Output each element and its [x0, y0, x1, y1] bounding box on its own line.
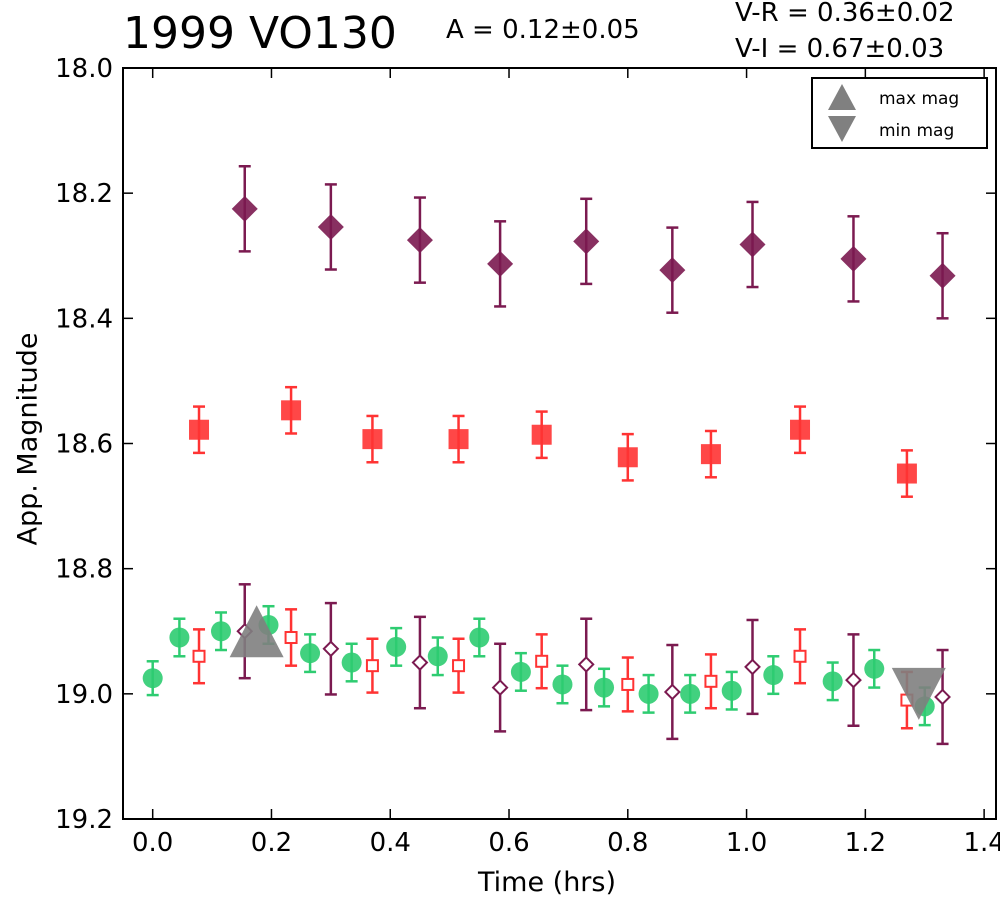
series-3 [192, 608, 914, 730]
data-point [192, 649, 206, 663]
x-axis-label: Time (hrs) [478, 867, 617, 898]
data-point [934, 688, 951, 706]
data-point [341, 652, 362, 673]
data-point [406, 227, 433, 254]
series-2 [231, 165, 956, 320]
y-tick-label: 19.2 [55, 805, 113, 835]
data-point [594, 677, 615, 698]
x-tick-label: 0.0 [132, 828, 173, 858]
data-point [577, 656, 595, 673]
min-mag-marker [891, 667, 946, 720]
data-point [386, 636, 407, 657]
data-point [793, 649, 807, 663]
v-i-color-label: V-I = 0.67±0.03 [735, 34, 945, 64]
data-point [469, 627, 490, 648]
data-point [864, 658, 885, 679]
data-point [365, 659, 379, 673]
data-point [210, 621, 231, 642]
data-point [284, 631, 298, 645]
data-point [663, 683, 681, 701]
data-point [281, 400, 302, 421]
x-tick-label: 0.4 [370, 828, 411, 858]
data-point [362, 429, 383, 450]
legend-min-marker-icon [828, 116, 856, 142]
legend-max-label: max mag [879, 89, 959, 109]
x-tick-label: 1.4 [963, 828, 1000, 858]
data-point [659, 257, 686, 284]
legend-min-label: min mag [879, 121, 954, 141]
data-point [322, 640, 340, 658]
data-point [845, 671, 862, 689]
data-point [621, 677, 635, 691]
data-point [427, 646, 448, 667]
data-point [535, 654, 549, 668]
data-point [929, 262, 956, 289]
v-r-color-label: V-R = 0.36±0.02 [735, 0, 955, 28]
x-tick-label: 0.2 [251, 828, 292, 858]
data-point [573, 228, 600, 255]
data-point [487, 250, 514, 277]
data-point [317, 213, 344, 240]
data-point [700, 444, 721, 465]
max-mag-marker [229, 605, 284, 658]
marks-layer [142, 165, 956, 746]
amplitude-label: A = 0.12±0.05 [446, 15, 640, 45]
data-point [300, 643, 321, 664]
chart-title: 1999 VO130 [123, 8, 397, 59]
data-point [721, 680, 742, 701]
x-tick-label: 1.2 [845, 828, 886, 858]
data-point [704, 674, 718, 688]
data-point [617, 447, 638, 468]
x-tick-label: 0.6 [488, 828, 529, 858]
data-point [142, 668, 163, 689]
y-tick-label: 18.2 [55, 179, 113, 209]
data-point [169, 627, 190, 648]
y-tick-label: 18.4 [55, 304, 113, 334]
data-point [552, 674, 573, 695]
y-tick-label: 18.6 [55, 430, 113, 460]
data-point [680, 683, 701, 704]
data-point [231, 195, 258, 222]
data-point [896, 463, 917, 484]
data-point [822, 671, 843, 692]
data-point [510, 661, 531, 682]
data-point [491, 679, 509, 696]
data-point [763, 665, 784, 686]
y-tick-label: 19.0 [55, 680, 113, 710]
ticks-layer: 0.0 0.2 0.4 0.6 0.8 1.0 1.2 1.4 18.0 18.2 18.4 18.6… [55, 54, 1000, 858]
data-point [638, 683, 659, 704]
x-tick-label: 1.0 [726, 828, 767, 858]
data-point [790, 419, 811, 440]
y-tick-label: 18.8 [55, 555, 113, 585]
data-point [452, 659, 466, 673]
legend: max mag min mag [811, 77, 988, 149]
data-point [189, 419, 210, 440]
data-point [411, 654, 429, 671]
y-tick-label: 18.0 [55, 54, 113, 84]
data-point [448, 429, 469, 450]
series-1 [189, 385, 917, 498]
data-point [744, 658, 761, 676]
data-point [840, 245, 867, 272]
legend-max-marker-icon [828, 84, 856, 110]
series-4 [236, 583, 951, 746]
x-tick-label: 0.8 [607, 828, 648, 858]
data-point [739, 231, 766, 258]
data-point [531, 424, 552, 445]
plot-frame [122, 67, 997, 820]
